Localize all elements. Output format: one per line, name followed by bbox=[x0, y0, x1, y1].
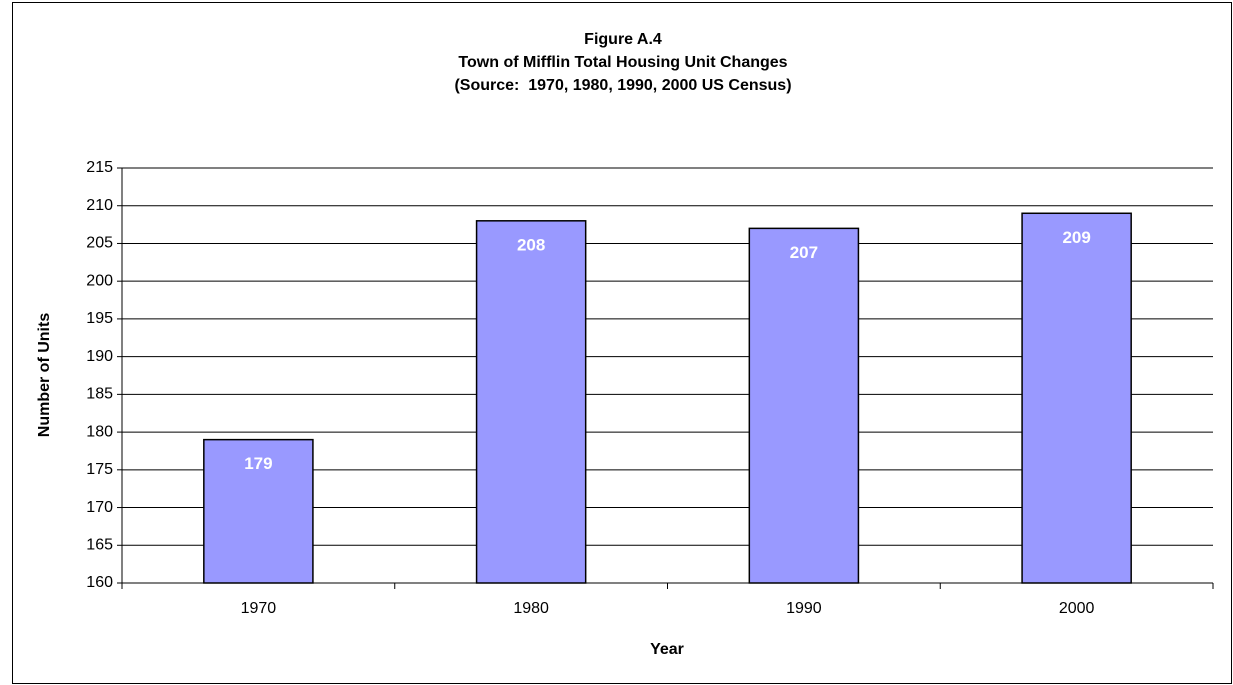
y-tick-label: 215 bbox=[86, 159, 113, 176]
y-axis-title: Number of Units bbox=[36, 313, 53, 438]
bar bbox=[475, 220, 587, 584]
x-tick-label: 1980 bbox=[513, 600, 549, 617]
y-tick-label: 160 bbox=[86, 574, 113, 591]
chart-title: Figure A.4 bbox=[584, 31, 662, 48]
chart-title: (Source: 1970, 1980, 1990, 2000 US Censu… bbox=[454, 77, 791, 94]
bar bbox=[203, 438, 314, 584]
y-tick-label: 190 bbox=[86, 348, 113, 365]
value-label: 179 bbox=[244, 454, 272, 473]
x-tick-label: 1970 bbox=[241, 600, 277, 617]
y-tick-label: 170 bbox=[86, 499, 113, 516]
y-tick-label: 210 bbox=[86, 197, 113, 214]
x-tick-label: 2000 bbox=[1059, 600, 1095, 617]
value-label: 209 bbox=[1062, 228, 1090, 247]
y-tick-label: 180 bbox=[86, 423, 113, 440]
y-tick-label: 200 bbox=[86, 272, 113, 289]
y-tick-label: 165 bbox=[86, 536, 113, 553]
value-label: 207 bbox=[790, 243, 818, 262]
value-label: 208 bbox=[517, 235, 545, 254]
x-axis-title: Year bbox=[650, 641, 684, 658]
bar bbox=[748, 227, 860, 584]
chart-title: Town of Mifflin Total Housing Unit Chang… bbox=[458, 54, 787, 71]
bar bbox=[1021, 212, 1132, 584]
y-tick-label: 205 bbox=[86, 235, 113, 252]
x-tick-label: 1990 bbox=[786, 600, 822, 617]
y-tick-label: 175 bbox=[86, 461, 113, 478]
y-tick-label: 195 bbox=[86, 310, 113, 327]
y-tick-label: 185 bbox=[86, 386, 113, 403]
